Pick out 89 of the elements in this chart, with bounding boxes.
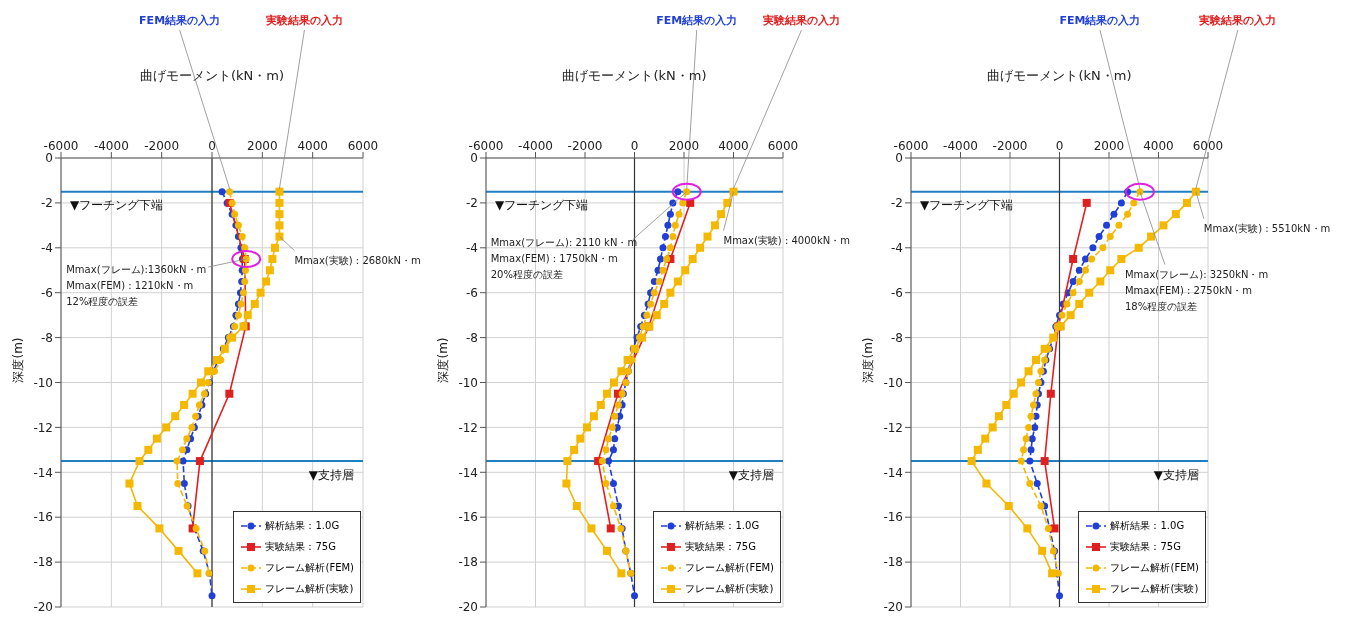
y-tick-label: -6 bbox=[891, 285, 903, 300]
y-tick-label: -8 bbox=[466, 330, 478, 345]
y-tick-label: -2 bbox=[41, 196, 53, 211]
legend-label: フレーム解析(FEM) bbox=[1110, 560, 1199, 575]
x-tick-label: -2000 bbox=[992, 139, 1028, 153]
y-tick-label: -8 bbox=[41, 330, 53, 345]
y-tick-label: -6 bbox=[41, 285, 53, 300]
x-tick-label: -6000 bbox=[893, 139, 929, 153]
x-tick-label: 4000 bbox=[718, 139, 749, 153]
y-tick-label: -20 bbox=[33, 600, 53, 615]
x-tick-label: -2000 bbox=[567, 139, 603, 153]
y-tick-label: -10 bbox=[458, 375, 478, 390]
y-tick-label: -10 bbox=[33, 375, 53, 390]
x-tick-label: -4000 bbox=[943, 139, 978, 153]
x-axis-title: 曲げモーメント(kN・m) bbox=[562, 68, 707, 83]
y-tick-label: -16 bbox=[458, 510, 478, 525]
x-tick-label: 6000 bbox=[347, 139, 379, 153]
legend-label: 解析結果：1.0G bbox=[685, 518, 760, 533]
annotation: FEM結果の入力 bbox=[656, 14, 738, 27]
x-tick-label: 0 bbox=[208, 139, 216, 153]
x-axis-title: 曲げモーメント(kN・m) bbox=[139, 68, 285, 83]
y-tick-label: -12 bbox=[33, 420, 53, 435]
y-tick-label: -14 bbox=[458, 465, 478, 480]
x-tick-label: -6000 bbox=[468, 139, 504, 153]
y-tick-label: -16 bbox=[883, 510, 903, 525]
annotation: Mmax(実験) : 4000kN・m bbox=[723, 234, 850, 246]
y-axis-title: 深度(m) bbox=[11, 337, 26, 383]
legend-label: 実験結果：75G bbox=[265, 539, 336, 554]
legend-label: フレーム解析(実験) bbox=[265, 581, 354, 596]
x-tick-label: 0 bbox=[1055, 139, 1064, 153]
x-tick-label: 2000 bbox=[247, 139, 278, 153]
y-tick-label: -18 bbox=[883, 555, 903, 570]
y-tick-label: -18 bbox=[33, 555, 53, 570]
y-axis-title: 深度(m) bbox=[436, 337, 451, 383]
y-tick-label: -6 bbox=[466, 285, 478, 300]
y-tick-label: -8 bbox=[891, 330, 903, 345]
legend-label: フレーム解析(実験) bbox=[685, 581, 774, 596]
y-tick-label: 0 bbox=[470, 151, 478, 166]
y-tick-label: -16 bbox=[33, 510, 53, 525]
annotation: FEM結果の入力 bbox=[139, 14, 221, 27]
x-tick-label: -4000 bbox=[93, 139, 129, 153]
y-tick-label: -12 bbox=[883, 420, 903, 435]
x-tick-label: 6000 bbox=[1192, 139, 1224, 153]
legend-label: 解析結果：1.0G bbox=[1110, 518, 1185, 533]
annotation: 実験結果の入力 bbox=[1198, 14, 1277, 27]
ref-line-label: ▼支持層 bbox=[728, 467, 774, 482]
y-tick-label: -18 bbox=[458, 555, 478, 570]
y-tick-label: -2 bbox=[891, 196, 903, 211]
x-axis-title: 曲げモーメント(kN・m) bbox=[987, 68, 1132, 83]
annotation: Mmax(実験) : 2680kN・m bbox=[294, 254, 421, 266]
legend-label: 実験結果：75G bbox=[685, 539, 756, 554]
legend-label: 解析結果：1.0G bbox=[265, 518, 340, 533]
y-tick-label: -14 bbox=[883, 465, 903, 480]
y-tick-label: -20 bbox=[458, 600, 478, 615]
x-tick-label: 2000 bbox=[668, 139, 700, 153]
legend-label: 実験結果：75G bbox=[1110, 539, 1181, 554]
y-tick-label: -2 bbox=[466, 196, 478, 211]
y-tick-label: -20 bbox=[883, 600, 903, 615]
ref-line-label: ▼フーチング下端 bbox=[920, 198, 1014, 213]
legend-label: フレーム解析(FEM) bbox=[265, 560, 354, 575]
y-tick-label: -4 bbox=[891, 241, 903, 256]
ref-line-label: ▼フーチング下端 bbox=[495, 198, 589, 213]
x-tick-label: 0 bbox=[630, 139, 639, 153]
x-tick-label: 4000 bbox=[1143, 139, 1174, 153]
legend-label: フレーム解析(実験) bbox=[1110, 581, 1199, 596]
y-axis-title: 深度(m) bbox=[861, 337, 876, 383]
y-tick-label: -14 bbox=[33, 465, 53, 480]
legend-label: フレーム解析(FEM) bbox=[685, 560, 774, 575]
y-tick-label: 0 bbox=[45, 151, 53, 166]
annotation: Mmax(フレーム):1360kN・m Mmax(FEM) : 1210kN・m 12%程度の誤差 bbox=[66, 264, 207, 308]
annotation: 実験結果の入力 bbox=[264, 14, 343, 27]
y-tick-label: -12 bbox=[458, 420, 478, 435]
x-tick-label: 4000 bbox=[297, 139, 328, 153]
ref-line-label: ▼支持層 bbox=[308, 467, 354, 482]
y-tick-label: -4 bbox=[466, 241, 478, 256]
y-tick-label: 0 bbox=[895, 151, 903, 166]
annotation: 実験結果の入力 bbox=[762, 14, 840, 27]
y-tick-label: -4 bbox=[41, 241, 53, 256]
annotation: Mmax(フレーム): 3250kN・m Mmax(FEM) : 2750kN・m 18%程度の誤差 bbox=[1124, 268, 1269, 312]
y-tick-label: -10 bbox=[883, 375, 903, 390]
ref-line-label: ▼フーチング下端 bbox=[70, 198, 164, 213]
x-tick-label: 6000 bbox=[767, 139, 799, 153]
annotation: FEM結果の入力 bbox=[1059, 14, 1141, 27]
annotation: Mmax(実験) : 5510kN・m bbox=[1203, 222, 1331, 234]
ref-line-label: ▼支持層 bbox=[1153, 467, 1199, 482]
x-tick-label: 2000 bbox=[1093, 139, 1125, 153]
x-tick-label: -6000 bbox=[43, 139, 79, 153]
x-tick-label: -4000 bbox=[518, 139, 553, 153]
x-tick-label: -2000 bbox=[144, 139, 180, 153]
